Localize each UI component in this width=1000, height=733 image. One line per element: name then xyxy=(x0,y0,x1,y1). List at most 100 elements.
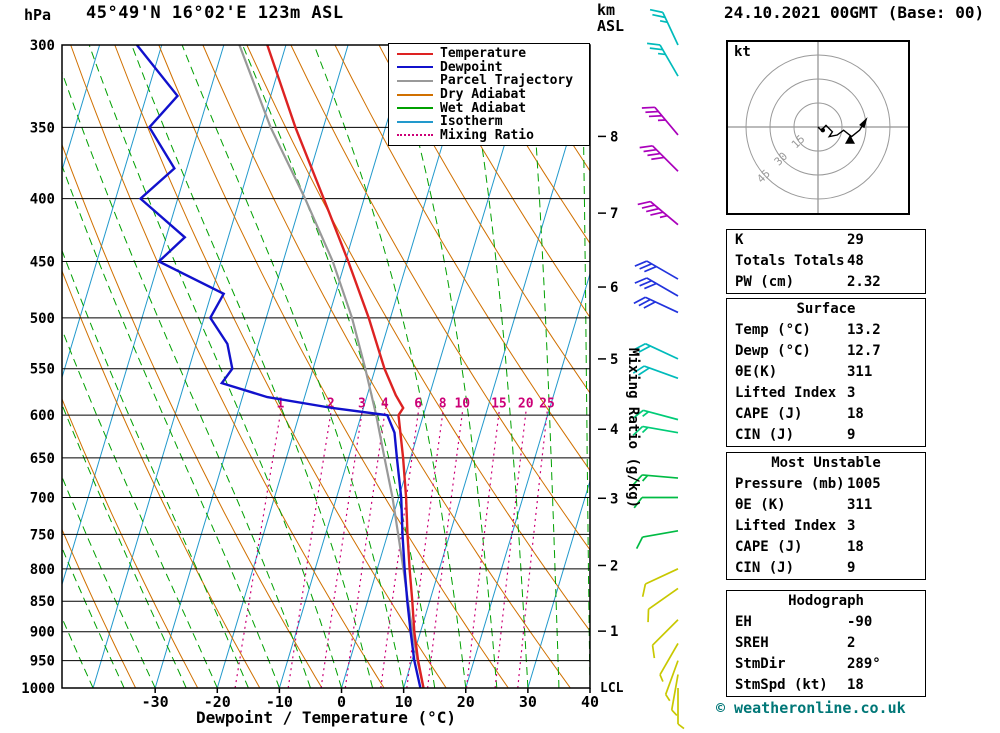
stat-value: 29 xyxy=(847,232,864,248)
stat-value: 2 xyxy=(847,635,856,651)
stat-label: θE (K) xyxy=(735,497,786,513)
stat-row: θE(K) 311 xyxy=(727,362,925,383)
stat-label: CIN (J) xyxy=(735,560,795,576)
stat-label: Totals Totals xyxy=(735,253,845,269)
svg-text:-20: -20 xyxy=(204,693,231,711)
stat-value: 3 xyxy=(847,385,856,401)
stat-label: θE(K) xyxy=(735,364,778,380)
hodograph-origin-dot xyxy=(820,128,825,133)
dewpoint-curve xyxy=(135,45,422,688)
km-unit: km xyxy=(597,1,616,19)
legend-label: Mixing Ratio xyxy=(440,127,534,143)
legend-item-parcel-trajectory: Parcel Trajectory xyxy=(397,73,581,88)
stat-label: EH xyxy=(735,614,752,630)
temperature-curve xyxy=(266,45,425,688)
legend-item-temperature: Temperature xyxy=(397,46,581,61)
svg-text:4: 4 xyxy=(381,396,389,411)
stat-label: Dewp (°C) xyxy=(735,343,811,359)
stat-label: CIN (J) xyxy=(735,427,795,443)
stat-row: StmDir 289° xyxy=(727,654,925,675)
hodograph-arrowhead xyxy=(859,117,868,129)
storm-motion-marker xyxy=(845,134,855,144)
stat-value: 18 xyxy=(847,406,864,422)
isotherms xyxy=(62,45,590,688)
stat-label: CAPE (J) xyxy=(735,406,803,422)
stat-row: Dewp (°C) 12.7 xyxy=(727,341,925,362)
legend-item-isotherm: Isotherm xyxy=(397,114,581,130)
stat-row: PW (cm) 2.32 xyxy=(727,272,925,293)
svg-text:700: 700 xyxy=(30,491,55,507)
svg-text:850: 850 xyxy=(30,594,55,610)
svg-text:25: 25 xyxy=(539,396,555,411)
svg-text:40: 40 xyxy=(581,693,599,711)
svg-text:6: 6 xyxy=(414,396,422,411)
stat-row: CAPE (J) 18 xyxy=(727,404,925,425)
legend-line-sample xyxy=(397,79,433,82)
svg-text:550: 550 xyxy=(30,362,55,378)
legend-item-dewpoint: Dewpoint xyxy=(397,60,581,75)
stat-row: Lifted Index 3 xyxy=(727,516,925,537)
stat-label: CAPE (J) xyxy=(735,539,803,555)
hodograph-panel: 15 30 45 kt xyxy=(726,40,910,215)
legend-label: Isotherm xyxy=(440,114,503,130)
parcel-trajectory-curve xyxy=(238,45,425,688)
svg-text:900: 900 xyxy=(30,625,55,641)
svg-text:15: 15 xyxy=(491,396,507,411)
stat-row: Totals Totals 48 xyxy=(727,251,925,272)
stat-row: EH -90 xyxy=(727,612,925,633)
svg-text:3: 3 xyxy=(610,491,618,507)
stat-value: 311 xyxy=(847,497,873,513)
svg-text:300: 300 xyxy=(30,38,55,54)
svg-text:30: 30 xyxy=(772,150,791,169)
stat-value: -90 xyxy=(847,614,873,630)
stat-label: Lifted Index xyxy=(735,518,837,534)
svg-text:800: 800 xyxy=(30,562,55,578)
legend-line-sample xyxy=(397,93,433,96)
stat-value: 3 xyxy=(847,518,856,534)
station-title: 45°49'N 16°02'E 123m ASL xyxy=(86,3,344,23)
stat-row: SREH 2 xyxy=(727,633,925,654)
asl-unit: ASL xyxy=(597,17,625,35)
legend-line-sample xyxy=(397,134,433,137)
stat-label: Lifted Index xyxy=(735,385,837,401)
legend-item-wet-adiabat: Wet Adiabat xyxy=(397,101,581,116)
svg-text:500: 500 xyxy=(30,311,55,327)
svg-text:400: 400 xyxy=(30,192,55,208)
indices-panel: K 29 Totals Totals 48 PW (cm) 2.32 xyxy=(726,229,926,294)
svg-text:1: 1 xyxy=(277,396,285,411)
svg-text:950: 950 xyxy=(30,654,55,670)
stat-value: 289° xyxy=(847,656,881,672)
legend-line-sample xyxy=(397,66,433,69)
svg-text:45: 45 xyxy=(754,167,773,186)
stat-row: θE (K) 311 xyxy=(727,495,925,516)
panel-title: Surface xyxy=(796,301,856,317)
hodograph-unit-label: kt xyxy=(734,44,751,60)
svg-text:-10: -10 xyxy=(266,693,293,711)
stat-row: CIN (J) 9 xyxy=(727,558,925,579)
svg-text:650: 650 xyxy=(30,451,55,467)
km-axis: 8 7 6 5 4 3 2 1 LCL xyxy=(598,129,624,696)
legend-line-sample xyxy=(397,107,433,110)
svg-text:20: 20 xyxy=(457,693,475,711)
lcl-label: LCL xyxy=(600,681,624,696)
pressure-axis-unit: hPa xyxy=(24,6,52,24)
stat-value: 13.2 xyxy=(847,322,881,338)
stat-row: Lifted Index 3 xyxy=(727,383,925,404)
stat-value: 2.32 xyxy=(847,274,881,290)
stat-row: CIN (J) 9 xyxy=(727,425,925,446)
stat-row: Pressure (mb) 1005 xyxy=(727,474,925,495)
datetime-title: 24.10.2021 00GMT (Base: 00) xyxy=(724,3,985,22)
panel-title: Hodograph xyxy=(788,593,864,609)
surface-panel: Surface Temp (°C) 13.2 Dewp (°C) 12.7 θE… xyxy=(726,298,926,447)
legend-item-dry-adiabat: Dry Adiabat xyxy=(397,87,581,103)
legend-label: Dry Adiabat xyxy=(440,87,527,103)
stat-label: Pressure (mb) xyxy=(735,476,845,492)
stat-row: Temp (°C) 13.2 xyxy=(727,320,925,341)
plot-frame xyxy=(61,44,591,689)
legend-item-mixing-ratio: Mixing Ratio xyxy=(397,127,581,143)
stat-row: StmSpd (kt) 18 xyxy=(727,675,925,696)
svg-text:10: 10 xyxy=(395,693,413,711)
svg-text:8: 8 xyxy=(439,396,447,411)
